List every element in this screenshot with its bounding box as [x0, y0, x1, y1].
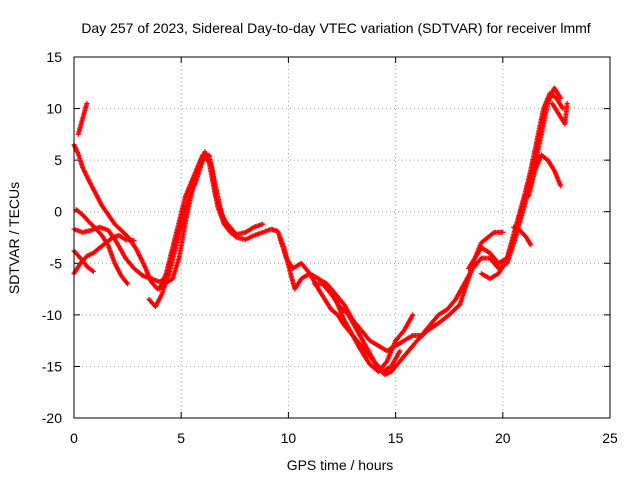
data-point: [90, 269, 96, 275]
y-tick-label: -5: [50, 255, 63, 271]
x-tick-label: 25: [602, 430, 618, 446]
data-point: [558, 183, 564, 189]
data-point: [230, 227, 236, 233]
y-tick-label: -10: [42, 307, 62, 323]
x-tick-label: 5: [177, 430, 185, 446]
data-point: [564, 100, 570, 106]
y-tick-label: 5: [54, 152, 62, 168]
y-tick-label: -20: [42, 410, 62, 426]
data-point: [500, 229, 506, 235]
x-tick-label: 15: [388, 430, 404, 446]
data-point: [397, 348, 403, 354]
data-point: [558, 95, 564, 101]
y-axis-label: SDTVAR / TECUs: [6, 182, 22, 294]
data-point: [125, 281, 131, 287]
data-point: [84, 100, 90, 106]
chart-title: Day 257 of 2023, Sidereal Day-to-day VTE…: [81, 20, 590, 36]
data-point: [131, 238, 137, 244]
x-tick-label: 20: [495, 430, 511, 446]
y-tick-label: 15: [46, 49, 62, 65]
data-points: [71, 85, 570, 378]
data-point: [260, 221, 266, 227]
y-tick-label: 10: [46, 101, 62, 117]
y-tick-label: 0: [54, 204, 62, 220]
y-tick-label: -15: [42, 358, 62, 374]
data-point: [508, 245, 514, 251]
data-point: [410, 312, 416, 318]
data-point: [205, 158, 211, 164]
data-point: [528, 242, 534, 248]
plot-frame: [73, 56, 611, 419]
x-tick-label: 10: [281, 430, 297, 446]
x-axis-label: GPS time / hours: [287, 457, 394, 473]
x-tick-label: 0: [70, 430, 78, 446]
